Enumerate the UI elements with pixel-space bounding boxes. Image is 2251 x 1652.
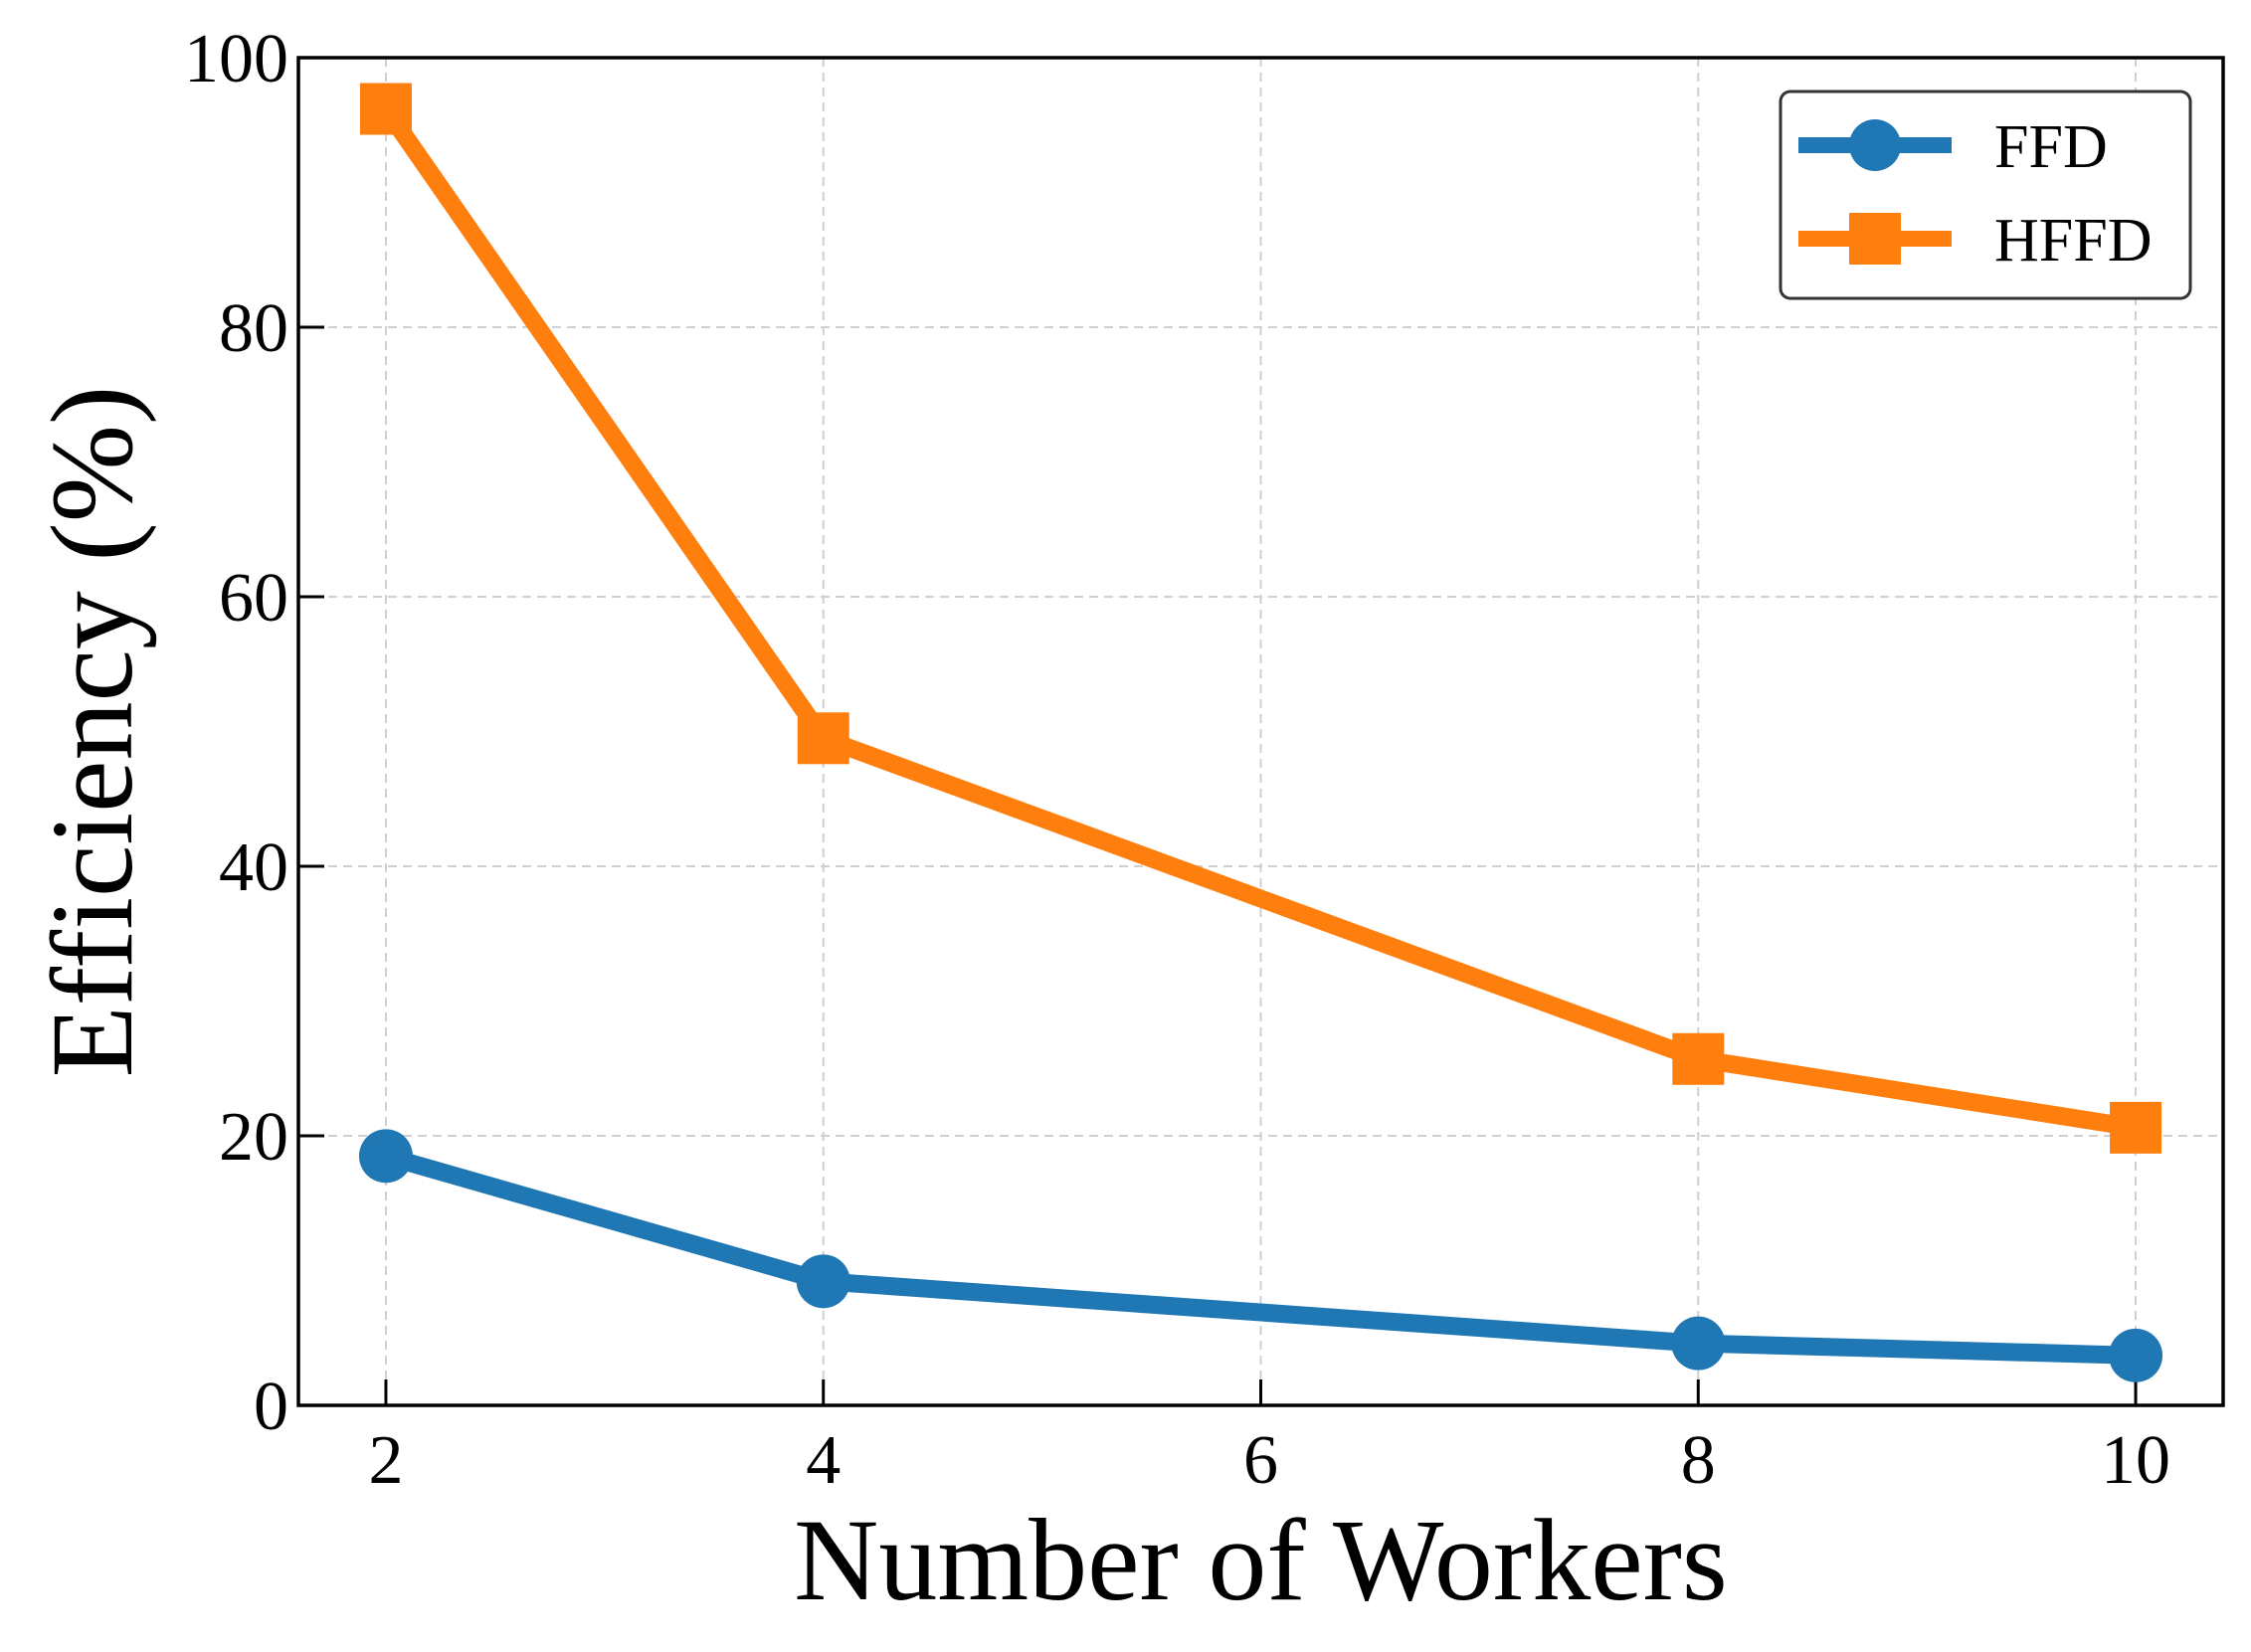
series-line-ffd	[383, 1147, 2137, 1365]
data-point-hffd	[2110, 1101, 2162, 1154]
y-tick-label: 40	[219, 829, 288, 906]
series-ffd	[358, 1129, 2163, 1382]
x-tick-label: 8	[1681, 1422, 1716, 1499]
legend-item-ffd: FFD	[1798, 113, 2108, 181]
data-point-hffd	[1672, 1032, 1725, 1085]
y-tick-label: 100	[184, 21, 288, 97]
series	[358, 83, 2163, 1382]
x-tick-label: 2	[368, 1422, 403, 1499]
x-axis-title: Number of Workers	[794, 1495, 1728, 1625]
plot-frame	[296, 56, 2225, 1407]
legend-item-hffd: HFFD	[1798, 207, 2153, 275]
data-point-ffd	[358, 1129, 413, 1184]
y-tick-label: 0	[254, 1369, 288, 1445]
x-tick-label: 4	[806, 1422, 841, 1499]
legend-label-hffd: HFFD	[1994, 207, 2153, 275]
legend: FFD HFFD	[1779, 90, 2192, 300]
x-tick-label: 6	[1243, 1422, 1278, 1499]
data-point-ffd	[796, 1254, 850, 1309]
legend-label-ffd: FFD	[1994, 113, 2108, 181]
legend-marker-hffd	[1849, 213, 1901, 265]
data-point-ffd	[2109, 1328, 2163, 1382]
data-point-hffd	[797, 712, 849, 765]
y-tick-label: 80	[219, 290, 288, 367]
y-tick-label: 60	[219, 560, 288, 637]
series-hffd	[359, 83, 2162, 1154]
x-tick-label: 10	[2101, 1422, 2170, 1499]
data-point-ffd	[1671, 1316, 1726, 1371]
y-tick-label: 20	[219, 1099, 288, 1176]
data-point-hffd	[359, 83, 412, 135]
legend-marker-ffd	[1849, 119, 1901, 171]
series-line-hffd	[378, 103, 2138, 1137]
y-axis-title: Efficiency (%)	[27, 386, 157, 1078]
